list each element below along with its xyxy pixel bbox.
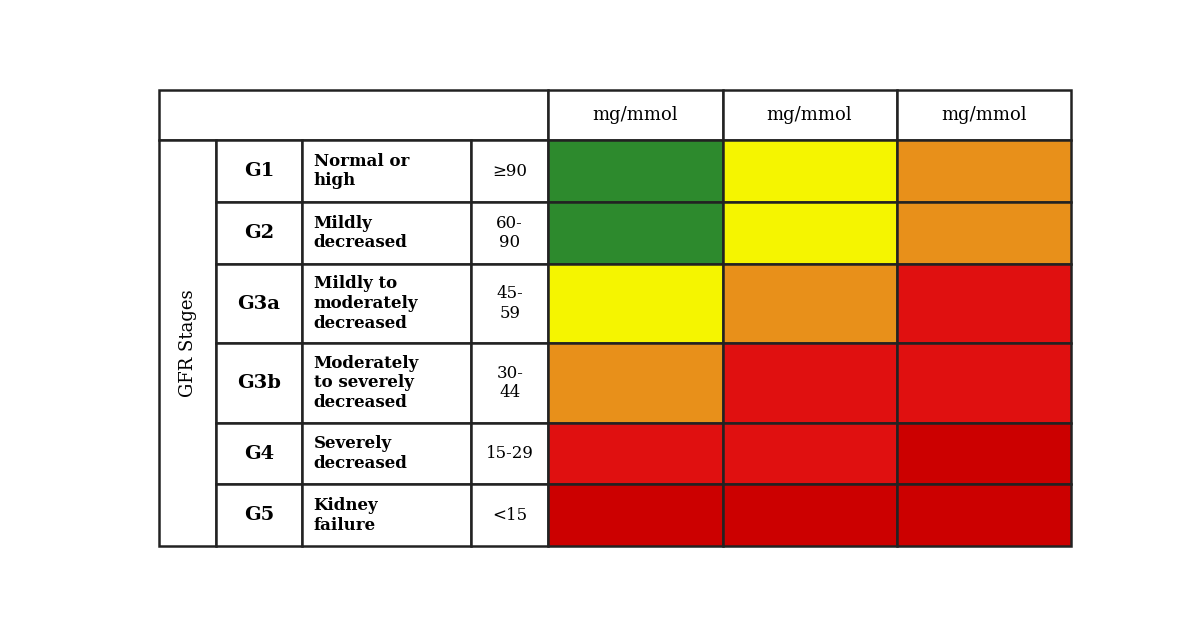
Bar <box>722 343 896 423</box>
Bar <box>470 202 548 264</box>
Bar <box>548 423 722 484</box>
Bar <box>470 140 548 202</box>
Bar <box>722 140 896 202</box>
Text: G1: G1 <box>244 162 275 180</box>
Bar <box>722 90 896 140</box>
Text: 30-
44: 30- 44 <box>497 365 523 401</box>
Text: Normal or
high: Normal or high <box>313 153 409 190</box>
Bar <box>896 484 1070 546</box>
Text: G2: G2 <box>244 224 274 242</box>
Bar <box>216 202 302 264</box>
Bar <box>216 484 302 546</box>
Bar <box>896 140 1070 202</box>
Bar <box>470 484 548 546</box>
Text: mg/mmol: mg/mmol <box>941 106 1026 124</box>
Bar <box>470 343 548 423</box>
Bar <box>548 140 722 202</box>
Text: 60-
90: 60- 90 <box>497 215 523 251</box>
Text: Severely
decreased: Severely decreased <box>313 435 408 472</box>
Text: G4: G4 <box>244 445 274 462</box>
Bar <box>160 140 216 546</box>
Text: G3b: G3b <box>238 374 281 392</box>
Text: G3a: G3a <box>238 295 281 312</box>
Text: Kidney
failure: Kidney failure <box>313 497 378 534</box>
Text: GFR Stages: GFR Stages <box>179 289 197 397</box>
Bar <box>722 423 896 484</box>
Text: Moderately
to severely
decreased: Moderately to severely decreased <box>313 355 419 411</box>
Bar <box>216 140 302 202</box>
Bar <box>302 484 470 546</box>
Bar <box>896 343 1070 423</box>
Bar <box>216 423 302 484</box>
Bar <box>722 484 896 546</box>
Text: mg/mmol: mg/mmol <box>767 106 852 124</box>
Bar <box>722 202 896 264</box>
Bar <box>470 264 548 343</box>
Text: 15-29: 15-29 <box>486 445 534 462</box>
Bar <box>160 90 548 140</box>
Bar <box>548 90 722 140</box>
Bar <box>216 343 302 423</box>
Bar <box>216 264 302 343</box>
Text: Mildly to
moderately
decreased: Mildly to moderately decreased <box>313 275 418 331</box>
Bar <box>302 423 470 484</box>
Bar <box>302 202 470 264</box>
Text: ≥90: ≥90 <box>492 163 527 180</box>
Text: Mildly
decreased: Mildly decreased <box>313 215 408 251</box>
Bar <box>896 202 1070 264</box>
Text: <15: <15 <box>492 507 527 524</box>
Bar <box>722 264 896 343</box>
Bar <box>548 484 722 546</box>
Bar <box>548 202 722 264</box>
Bar <box>896 264 1070 343</box>
Text: G5: G5 <box>244 507 275 524</box>
Bar <box>548 343 722 423</box>
Bar <box>302 343 470 423</box>
Text: 45-
59: 45- 59 <box>497 285 523 322</box>
Bar <box>470 423 548 484</box>
Bar <box>548 264 722 343</box>
Bar <box>896 423 1070 484</box>
Text: mg/mmol: mg/mmol <box>593 106 678 124</box>
Bar <box>302 264 470 343</box>
Bar <box>896 90 1070 140</box>
Bar <box>302 140 470 202</box>
